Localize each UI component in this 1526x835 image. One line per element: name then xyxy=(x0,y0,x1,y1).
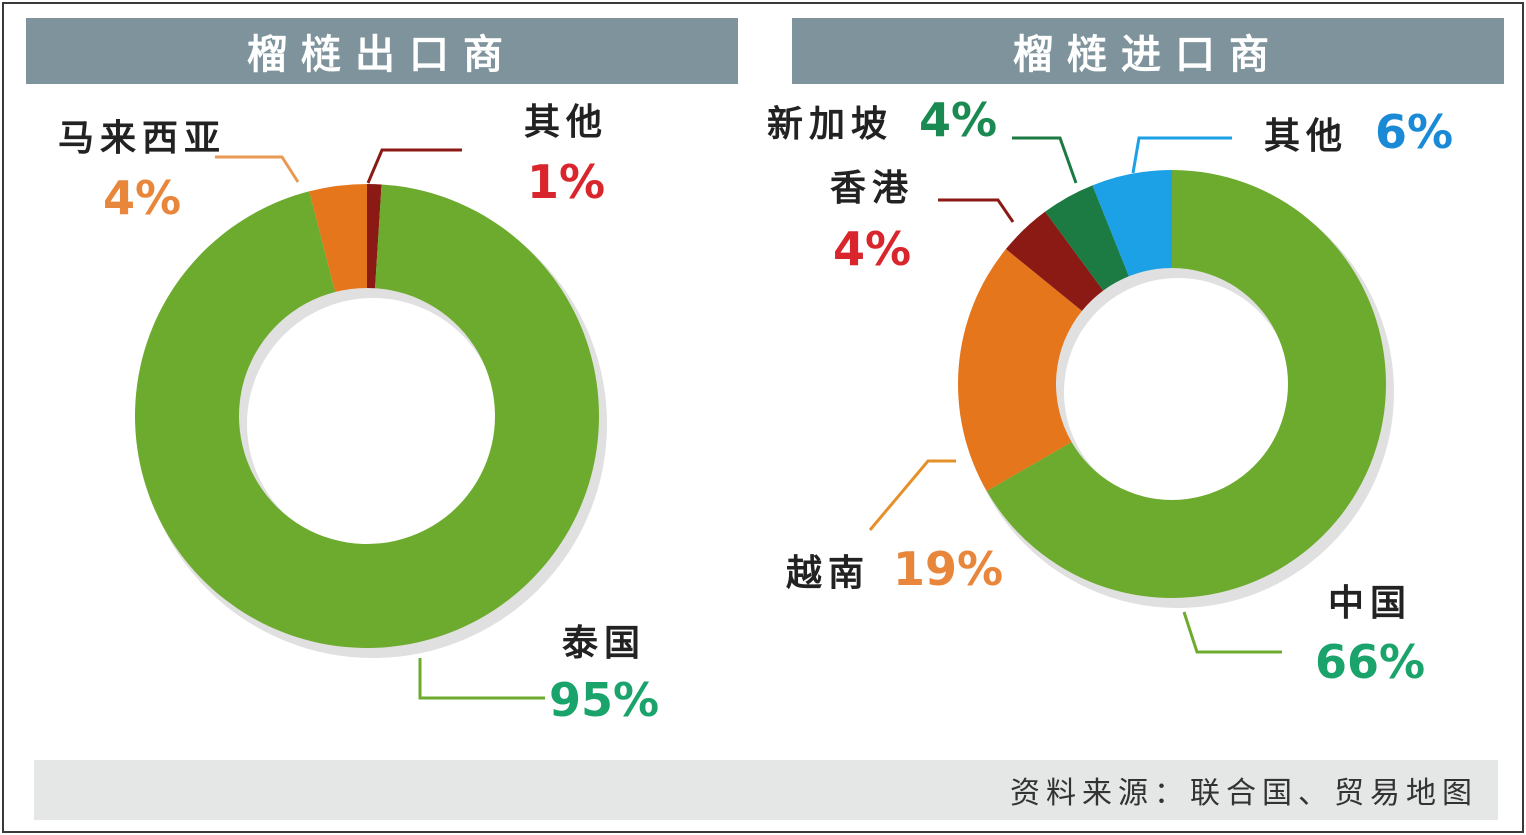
chart-1-leader-4 xyxy=(1131,136,1232,174)
chart-1-slice-label-2: 香港 xyxy=(830,168,914,209)
chart-1-value-label-4: 6% xyxy=(1375,105,1453,159)
chart-0-slice-2 xyxy=(367,184,382,289)
chart-1-leader-1 xyxy=(868,459,956,531)
chart-0-leader-0 xyxy=(418,658,545,700)
chart-1-slice-2 xyxy=(1005,211,1104,311)
chart-0-slice-1 xyxy=(309,184,367,293)
chart-0-slice-label-1: 马来西亚 xyxy=(58,118,226,159)
chart-0-leader-2 xyxy=(366,148,462,184)
chart-0-value-label-2: 1% xyxy=(527,155,605,209)
chart-0-slice-label-0: 泰国 xyxy=(562,623,646,664)
chart-0-value-label-0: 95% xyxy=(549,673,659,727)
chart-1-value-label-0: 66% xyxy=(1315,635,1425,689)
chart-1-value-label-1: 19% xyxy=(893,542,1003,596)
chart-1-slice-0 xyxy=(986,170,1387,598)
chart-1-slice-label-4: 其他 xyxy=(1264,116,1348,157)
importers-chart-title: 榴梿进口商 xyxy=(792,18,1504,84)
chart-0-slice-0 xyxy=(135,184,600,648)
chart-0-value-label-1: 4% xyxy=(103,171,181,225)
source-note: 资料来源：联合国、贸易地图 xyxy=(34,760,1498,820)
chart-1-slice-label-1: 越南 xyxy=(786,553,870,594)
chart-1-leader-0 xyxy=(1182,611,1282,654)
chart-1-value-label-2: 4% xyxy=(833,222,911,276)
exporters-chart-title: 榴梿出口商 xyxy=(26,18,738,84)
chart-1-slice-label-3: 新加坡 xyxy=(767,104,893,145)
chart-0-slice-label-2: 其他 xyxy=(524,102,608,143)
chart-1-value-label-3: 4% xyxy=(919,93,997,147)
chart-0-leader-1 xyxy=(215,155,300,183)
chart-1-slice-4 xyxy=(1092,170,1172,277)
chart-1-leader-3 xyxy=(1012,136,1078,184)
chart-1-slice-1 xyxy=(958,249,1082,491)
chart-1-slice-label-0: 中国 xyxy=(1328,583,1412,624)
chart-1-slice-3 xyxy=(1045,185,1129,291)
chart-1-leader-2 xyxy=(938,198,1015,223)
